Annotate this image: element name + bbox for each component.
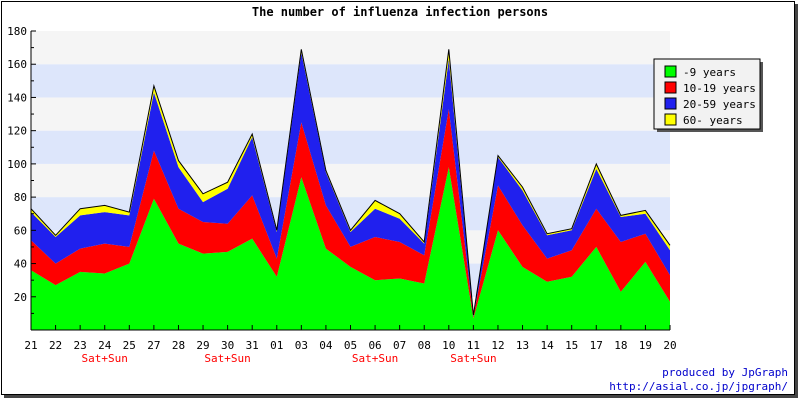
- x-tick-labels: 21 22 23 24 25 27 28 29 30 31 01 03 04 05 06 07 08 10 11 12…: [24, 339, 676, 352]
- y-tick-label: 120: [7, 125, 27, 138]
- x-tick-label: 14: [540, 339, 554, 352]
- y-tick-labels: 20 40 60 80 100 120 140 160 180: [7, 25, 27, 304]
- band: [31, 64, 670, 98]
- x-tick-label: 15: [565, 339, 578, 352]
- x-tick-label: 08: [418, 339, 431, 352]
- x-tick-label: 22: [49, 339, 62, 352]
- y-tick-label: 180: [7, 25, 27, 38]
- y-tick-label: 20: [14, 291, 27, 304]
- band: [31, 163, 670, 198]
- band: [31, 31, 670, 65]
- y-tick-label: 100: [7, 158, 27, 171]
- x-tick-label: 20: [663, 339, 676, 352]
- legend-swatch: [664, 97, 677, 110]
- x-tick-label: 13: [516, 339, 529, 352]
- legend-label: -9 years: [683, 66, 736, 79]
- chart-title: The number of influenza infection person…: [252, 5, 548, 19]
- x-tick-label: 27: [147, 339, 160, 352]
- y-tick-label: 60: [14, 224, 27, 237]
- band: [31, 130, 670, 164]
- annotation-sat-sun: Sat+Sun: [204, 352, 250, 365]
- x-tick-label: 03: [295, 339, 308, 352]
- x-tick-label: 01: [270, 339, 283, 352]
- credit-line-1: produced by JpGraph: [662, 366, 788, 379]
- annotation-sat-sun: Sat+Sun: [352, 352, 398, 365]
- x-tick-label: 19: [639, 339, 652, 352]
- credit-line-2: http://asial.co.jp/jpgraph/: [609, 380, 788, 393]
- x-tick-label: 28: [172, 339, 185, 352]
- annotation-sat-sun: Sat+Sun: [82, 352, 128, 365]
- legend-label: 60- years: [683, 114, 743, 127]
- x-tick-label: 17: [590, 339, 603, 352]
- x-tick-label: 30: [221, 339, 234, 352]
- x-tick-label: 31: [246, 339, 259, 352]
- x-tick-label: 05: [344, 339, 357, 352]
- band: [31, 97, 670, 131]
- x-tick-label: 04: [319, 339, 333, 352]
- y-tick-label: 140: [7, 91, 27, 104]
- x-tick-label: 24: [98, 339, 112, 352]
- legend-label: 10-19 years: [683, 82, 756, 95]
- x-tick-label: 21: [24, 339, 37, 352]
- area-series-1: [31, 167, 670, 330]
- x-tick-label: 11: [467, 339, 480, 352]
- area-outline: [30, 49, 671, 316]
- legend-label: 20-59 years: [683, 98, 756, 111]
- annotations: Sat+Sun Sat+Sun Sat+Sun Sat+Sun: [82, 352, 497, 365]
- x-tick-label: 06: [368, 339, 381, 352]
- legend-swatch: [664, 81, 677, 94]
- x-tick-label: 23: [74, 339, 87, 352]
- annotation-sat-sun: Sat+Sun: [450, 352, 496, 365]
- legend-swatch: [664, 113, 677, 126]
- axes: [30, 30, 671, 331]
- y-tick-label: 80: [14, 191, 27, 204]
- series-areas: [30, 49, 671, 330]
- x-tick-label: 12: [491, 339, 504, 352]
- y-tick-label: 160: [7, 58, 27, 71]
- legend-swatch: [664, 65, 677, 78]
- x-tick-label: 07: [393, 339, 406, 352]
- x-tick-label: 10: [442, 339, 455, 352]
- legend: -9 years 10-19 years 20-59 years 60- years: [653, 58, 763, 132]
- x-tick-label: 29: [196, 339, 209, 352]
- y-tick-label: 40: [14, 258, 27, 271]
- x-tick-label: 18: [614, 339, 627, 352]
- x-tick-label: 25: [123, 339, 136, 352]
